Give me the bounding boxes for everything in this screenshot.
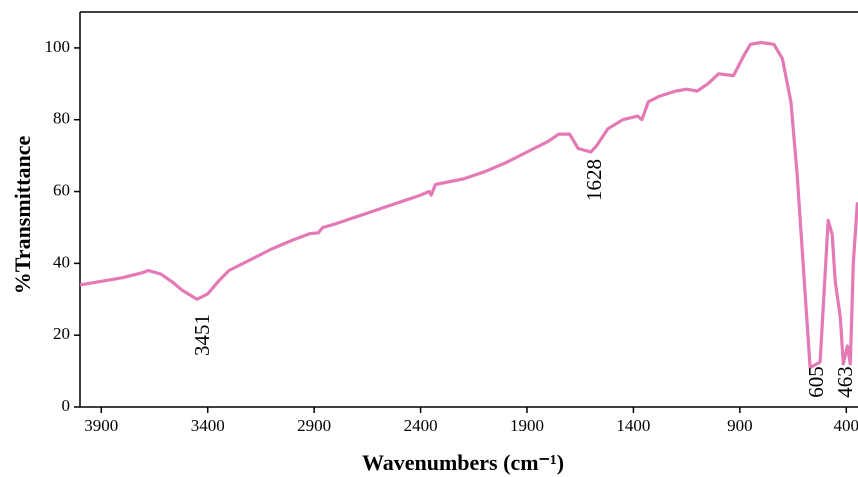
x-tick-label: 2900 bbox=[297, 416, 331, 435]
y-tick-label: 40 bbox=[53, 252, 70, 271]
y-tick-label: 100 bbox=[45, 37, 71, 56]
x-tick-label: 400 bbox=[834, 416, 858, 435]
y-tick-label: 80 bbox=[53, 109, 70, 128]
x-axis-label: Wavenumbers (cm⁻¹) bbox=[362, 450, 564, 475]
annotation: 605 bbox=[804, 366, 828, 398]
x-tick-label: 3400 bbox=[191, 416, 225, 435]
annotation: 463 bbox=[833, 366, 857, 398]
x-tick-label: 3900 bbox=[84, 416, 118, 435]
y-tick-label: 0 bbox=[62, 396, 71, 415]
x-tick-label: 1400 bbox=[616, 416, 650, 435]
y-axis-label: %Transmittance bbox=[10, 136, 35, 295]
x-tick-label: 2400 bbox=[404, 416, 438, 435]
x-tick-label: 1900 bbox=[510, 416, 544, 435]
y-tick-label: 60 bbox=[53, 180, 70, 199]
line bbox=[79, 40, 858, 370]
annotation: 1628 bbox=[582, 159, 606, 201]
annotation: 3451 bbox=[190, 314, 214, 356]
x-tick-label: 900 bbox=[727, 416, 753, 435]
y-tick-label: 20 bbox=[53, 324, 70, 343]
